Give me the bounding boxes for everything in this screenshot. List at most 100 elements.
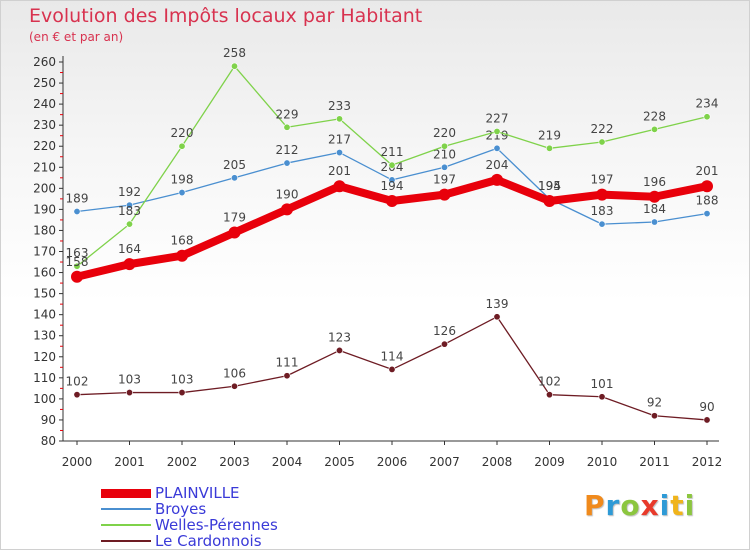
logo-letter: x <box>640 489 660 522</box>
data-point <box>73 262 81 270</box>
x-tick-label: 2011 <box>639 455 670 469</box>
data-label: 103 <box>118 373 141 387</box>
x-tick-label: 2007 <box>429 455 460 469</box>
x-tick-label: 2000 <box>62 455 93 469</box>
legend-label: Welles-Pérennes <box>155 516 278 534</box>
data-label: 188 <box>696 194 719 208</box>
data-point <box>388 161 396 169</box>
x-tick-label: 2005 <box>324 455 355 469</box>
data-point <box>598 138 606 146</box>
legend: PLAINVILLE Broyes Welles-Pérennes Le Cardon… <box>101 484 361 549</box>
data-point <box>283 159 291 167</box>
data-label: 163 <box>66 246 89 260</box>
data-label: 101 <box>591 377 614 391</box>
data-label: 212 <box>276 143 299 157</box>
data-point <box>703 416 711 424</box>
data-label: 198 <box>171 173 194 187</box>
data-label: 219 <box>538 128 561 142</box>
data-point <box>176 249 188 262</box>
data-point <box>126 220 134 228</box>
data-point <box>493 127 501 135</box>
data-point <box>123 258 136 271</box>
data-label: 183 <box>118 204 141 218</box>
data-label: 139 <box>486 297 509 311</box>
data-point <box>178 189 186 197</box>
data-point <box>335 115 343 123</box>
y-tick-label: 90 <box>41 413 56 427</box>
data-label: 102 <box>538 375 561 389</box>
y-tick-label: 190 <box>33 202 56 216</box>
proxiti-logo: Proxiti <box>584 489 695 522</box>
data-point <box>596 188 608 201</box>
data-point <box>440 142 448 150</box>
legend-swatch <box>101 508 151 510</box>
data-label: 92 <box>647 396 662 410</box>
data-label: 211 <box>381 145 404 159</box>
legend-item: Welles-Pérennes <box>101 516 361 534</box>
y-tick-label: 180 <box>33 223 56 237</box>
data-label: 219 <box>486 128 509 142</box>
data-point <box>545 391 553 399</box>
x-tick-label: 2008 <box>482 455 513 469</box>
data-point <box>231 382 239 390</box>
x-tick-label: 2003 <box>219 455 250 469</box>
chart-title: Evolution des Impôts locaux par Habitant <box>29 5 423 27</box>
data-point <box>73 207 81 215</box>
data-label: 233 <box>328 99 351 113</box>
data-label: 197 <box>433 173 456 187</box>
y-tick-label: 140 <box>33 308 56 322</box>
logo-letter: r <box>605 489 621 522</box>
x-tick-label: 2004 <box>272 455 303 469</box>
y-tick-label: 150 <box>33 287 56 301</box>
y-tick-label: 210 <box>33 160 56 174</box>
data-label: 229 <box>276 107 299 121</box>
data-label: 234 <box>696 97 719 111</box>
logo-letter: t <box>670 489 685 522</box>
series-le-cardonnois: 102 103 103 106 111 123 114 126 139 102 101 92 90 <box>66 297 715 424</box>
data-point <box>333 180 346 193</box>
data-point <box>650 218 658 226</box>
data-point <box>598 393 606 401</box>
x-tick-label: 2010 <box>587 455 618 469</box>
data-point <box>283 123 291 131</box>
data-label: 205 <box>223 158 246 172</box>
y-tick-label: 160 <box>33 266 56 280</box>
data-point <box>545 144 553 152</box>
data-label: 102 <box>66 375 89 389</box>
data-point <box>386 194 398 207</box>
data-point <box>650 125 658 133</box>
data-label: 222 <box>591 122 614 136</box>
data-label: 158 <box>66 255 89 269</box>
legend-label: Broyes <box>155 500 207 518</box>
data-label: 126 <box>433 324 456 338</box>
logo-letter: i <box>659 489 671 522</box>
data-label: 217 <box>328 133 351 147</box>
data-point <box>178 389 186 397</box>
data-label: 103 <box>171 373 194 387</box>
legend-swatch <box>101 524 151 526</box>
data-point <box>648 190 661 203</box>
data-label: 164 <box>118 242 141 256</box>
y-tick-label: 240 <box>33 97 56 111</box>
data-point <box>73 391 81 399</box>
data-label: 194 <box>381 179 404 193</box>
data-label: 123 <box>328 330 351 344</box>
series-broyes: 189 192 198 205 212 217 204 210 219 195 183 184 188 <box>66 128 719 228</box>
data-point <box>228 226 241 239</box>
data-point <box>440 340 448 348</box>
data-label: 111 <box>276 356 299 370</box>
x-tick-label: 2009 <box>534 455 565 469</box>
y-tick-label: 120 <box>33 350 56 364</box>
y-tick-label: 110 <box>33 371 56 385</box>
data-point <box>231 174 239 182</box>
data-label: 220 <box>171 126 194 140</box>
y-tick-label: 260 <box>33 55 56 69</box>
legend-item: Broyes <box>101 500 361 518</box>
data-point <box>493 144 501 152</box>
data-point <box>335 149 343 157</box>
data-label: 90 <box>699 400 714 414</box>
legend-label: PLAINVILLE <box>155 484 240 502</box>
data-point <box>701 180 713 193</box>
y-tick-label: 130 <box>33 329 56 343</box>
